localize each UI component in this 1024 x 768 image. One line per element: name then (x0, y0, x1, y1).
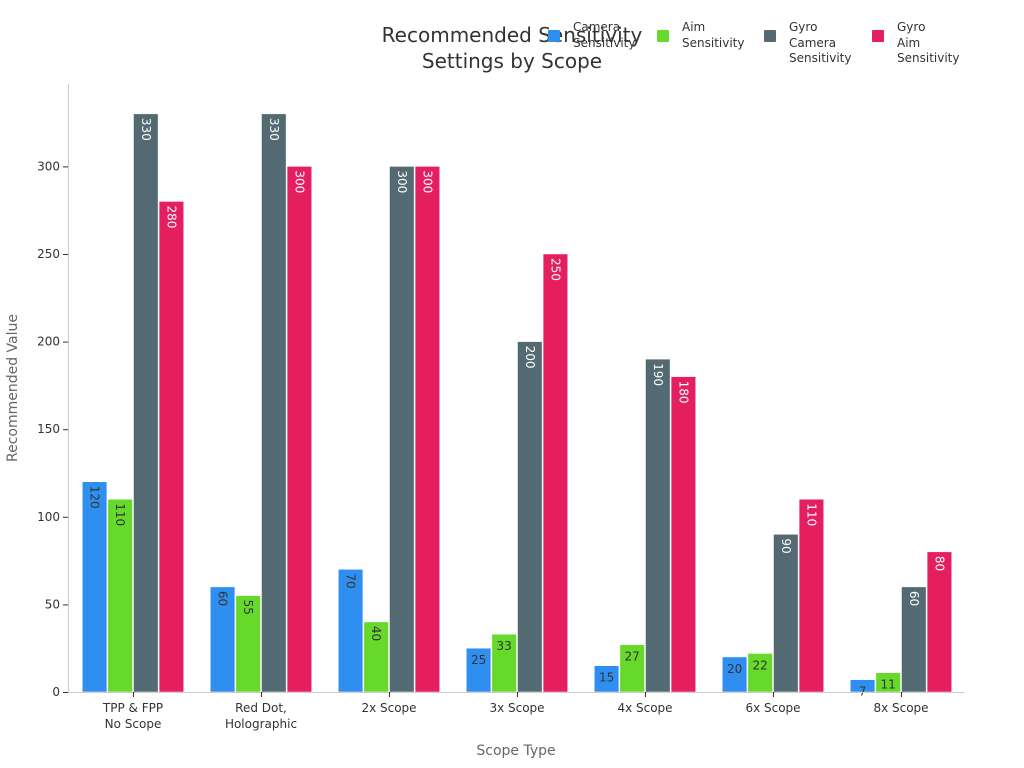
bar-gyro-camera-sensitivity-4x-scope[interactable] (645, 358, 671, 693)
x-tick-label-4x-scope: 4x Scope (617, 701, 672, 715)
bar-aim-sensitivity-3x-scope[interactable] (491, 633, 517, 693)
legend-swatch-gyro-aim-sensitivity (872, 30, 884, 42)
x-tick-label-2x-scope: 2x Scope (361, 701, 416, 715)
bar-gyro-camera-sensitivity-tpp-fpp-no-scope[interactable] (133, 113, 159, 693)
bar-label-gyro-aim-sensitivity-2x-scope: 300 (420, 170, 434, 193)
legend-item-gyro-camera-sensitivity[interactable]: Gyro Camera Sensitivity (764, 20, 851, 67)
y-axis-ticks: 0 50 100 150 200 250 300 (37, 159, 68, 699)
bar-aim-sensitivity-2x-scope[interactable] (363, 621, 389, 693)
x-tick-label-tpp-fpp-no-scope: TPP & FPP No Scope (102, 701, 163, 731)
bar-camera-sensitivity-3x-scope[interactable] (466, 647, 492, 693)
bar-label-gyro-camera-sensitivity-tpp-fpp-no-scope: 330 (139, 118, 153, 141)
bar-label-gyro-camera-sensitivity-8x-scope: 60 (907, 591, 921, 606)
bar-gyro-aim-sensitivity-8x-scope[interactable] (926, 551, 952, 693)
bar-camera-sensitivity-4x-scope[interactable] (594, 665, 620, 693)
legend-item-aim-sensitivity[interactable]: Aim Sensitivity (657, 20, 744, 51)
y-tick-label-100: 100 (37, 510, 60, 524)
bar-gyro-camera-sensitivity-8x-scope[interactable] (901, 586, 927, 693)
bar-label-gyro-aim-sensitivity-red-dot-holographic: 300 (292, 170, 306, 193)
bar-label-gyro-camera-sensitivity-4x-scope: 190 (651, 363, 665, 386)
bar-label-gyro-aim-sensitivity-tpp-fpp-no-scope: 280 (164, 205, 178, 228)
bar-label-camera-sensitivity-tpp-fpp-no-scope: 120 (88, 486, 102, 509)
bar-label-gyro-camera-sensitivity-2x-scope: 300 (395, 170, 409, 193)
bar-gyro-aim-sensitivity-6x-scope[interactable] (798, 499, 824, 693)
x-tick-label-3x-scope: 3x Scope (489, 701, 544, 715)
bar-label-camera-sensitivity-6x-scope: 20 (727, 662, 742, 676)
bar-gyro-camera-sensitivity-3x-scope[interactable] (517, 341, 543, 693)
bar-label-camera-sensitivity-red-dot-holographic: 60 (216, 591, 230, 606)
bar-camera-sensitivity-red-dot-holographic[interactable] (210, 586, 236, 693)
bar-camera-sensitivity-tpp-fpp-no-scope[interactable] (82, 481, 108, 693)
y-tick-label-250: 250 (37, 247, 60, 261)
x-axis-ticks: TPP & FPP No Scope Red Dot, Holographic 2x S… (102, 692, 929, 731)
bar-label-camera-sensitivity-2x-scope: 70 (344, 573, 358, 588)
bar-gyro-aim-sensitivity-tpp-fpp-no-scope[interactable] (158, 201, 184, 693)
bar-label-aim-sensitivity-2x-scope: 40 (369, 626, 383, 641)
y-tick-label-50: 50 (45, 597, 60, 611)
bar-camera-sensitivity-2x-scope[interactable] (338, 569, 364, 693)
bar-label-camera-sensitivity-8x-scope: 7 (859, 685, 867, 699)
x-tick-label-6x-scope: 6x Scope (745, 701, 800, 715)
bar-label-gyro-aim-sensitivity-6x-scope: 110 (804, 503, 818, 526)
bar-aim-sensitivity-red-dot-holographic[interactable] (235, 595, 261, 693)
bar-aim-sensitivity-4x-scope[interactable] (619, 644, 645, 693)
legend-label-gyro-camera-sensitivity: Gyro Camera Sensitivity (789, 20, 852, 65)
x-tick-label-8x-scope: 8x Scope (873, 701, 928, 715)
legend-item-camera-sensitivity[interactable]: Camera Sensitivity (548, 20, 635, 51)
legend-label-camera-sensitivity: Camera Sensitivity (573, 20, 636, 50)
y-tick-label-200: 200 (37, 335, 60, 349)
chart-title: Recommended Sensitivity Settings by Scop… (381, 23, 643, 73)
bar-gyro-aim-sensitivity-2x-scope[interactable] (414, 166, 440, 693)
x-axis-title: Scope Type (476, 743, 555, 759)
bars: 120 110 330 280 60 55 330 300 70 40 300 300 25 33 200 2… (82, 113, 952, 699)
legend-label-gyro-aim-sensitivity: Gyro Aim Sensitivity (897, 20, 960, 65)
bar-gyro-camera-sensitivity-6x-scope[interactable] (773, 534, 799, 693)
legend-swatch-gyro-camera-sensitivity (764, 30, 776, 42)
bar-label-aim-sensitivity-red-dot-holographic: 55 (241, 600, 255, 615)
bar-gyro-aim-sensitivity-red-dot-holographic[interactable] (286, 166, 312, 693)
bar-label-camera-sensitivity-3x-scope: 25 (471, 653, 486, 667)
y-axis-title: Recommended Value (5, 314, 21, 462)
x-tick-label-red-dot-holographic: Red Dot, Holographic (225, 701, 297, 731)
bar-label-aim-sensitivity-tpp-fpp-no-scope: 110 (113, 503, 127, 526)
y-tick-label-150: 150 (37, 422, 60, 436)
bar-gyro-aim-sensitivity-3x-scope[interactable] (542, 253, 568, 693)
bar-label-gyro-camera-sensitivity-3x-scope: 200 (523, 346, 537, 369)
bar-label-aim-sensitivity-8x-scope: 11 (881, 678, 896, 692)
legend-label-aim-sensitivity: Aim Sensitivity (682, 20, 745, 50)
bar-label-gyro-camera-sensitivity-6x-scope: 90 (779, 538, 793, 553)
bar-label-aim-sensitivity-4x-scope: 27 (625, 650, 640, 664)
bar-label-gyro-aim-sensitivity-3x-scope: 250 (548, 258, 562, 281)
bar-label-gyro-aim-sensitivity-4x-scope: 180 (676, 381, 690, 404)
bar-label-gyro-camera-sensitivity-red-dot-holographic: 330 (267, 118, 281, 141)
bar-aim-sensitivity-6x-scope[interactable] (747, 653, 773, 693)
legend-swatch-camera-sensitivity (548, 30, 560, 42)
bar-label-gyro-aim-sensitivity-8x-scope: 80 (932, 556, 946, 571)
bar-label-camera-sensitivity-4x-scope: 15 (599, 671, 614, 685)
bar-gyro-camera-sensitivity-2x-scope[interactable] (389, 166, 415, 693)
legend-item-gyro-aim-sensitivity[interactable]: Gyro Aim Sensitivity (872, 20, 959, 67)
bar-label-aim-sensitivity-6x-scope: 22 (753, 658, 768, 672)
bar-label-aim-sensitivity-3x-scope: 33 (497, 639, 512, 653)
y-tick-label-300: 300 (37, 159, 60, 173)
bar-gyro-camera-sensitivity-red-dot-holographic[interactable] (261, 113, 287, 693)
legend-swatch-aim-sensitivity (657, 30, 669, 42)
bar-gyro-aim-sensitivity-4x-scope[interactable] (670, 376, 696, 693)
bar-aim-sensitivity-tpp-fpp-no-scope[interactable] (107, 499, 133, 693)
y-tick-label-0: 0 (52, 685, 60, 699)
